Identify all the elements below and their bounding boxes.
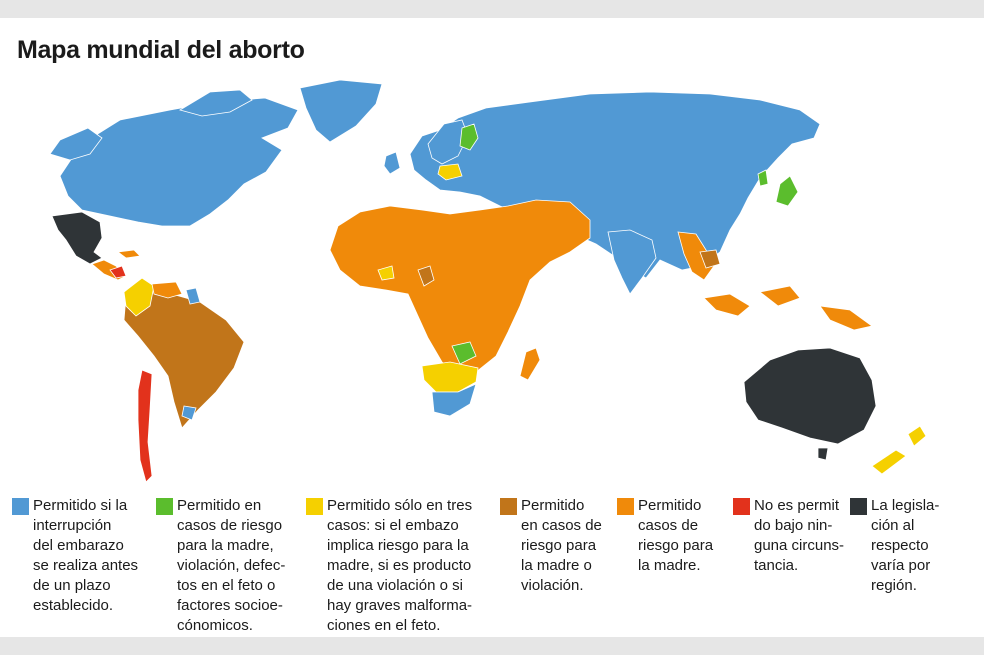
page-title: Mapa mundial del aborto bbox=[17, 36, 305, 64]
legend-item-red: No es permit do bajo nin- guna circuns- … bbox=[733, 496, 844, 576]
region-nicaragua bbox=[109, 265, 127, 279]
region-uk bbox=[383, 151, 401, 175]
region-colombia bbox=[123, 277, 155, 317]
swatch-orange bbox=[617, 498, 634, 515]
region-madagascar bbox=[519, 347, 541, 381]
region-southeast-asia bbox=[677, 231, 715, 281]
region-japan bbox=[775, 175, 799, 207]
region-india bbox=[607, 229, 657, 295]
swatch-brown bbox=[500, 498, 517, 515]
swatch-red bbox=[733, 498, 750, 515]
region-tasmania bbox=[817, 447, 829, 461]
region-southern-africa-yellow bbox=[421, 361, 479, 393]
region-japan-north bbox=[757, 169, 769, 187]
region-australia bbox=[743, 347, 877, 445]
legend-text: No es permit do bajo nin- guna circuns- … bbox=[754, 497, 845, 574]
region-zambia bbox=[451, 341, 477, 365]
region-west-africa-yellow bbox=[377, 265, 395, 281]
legend-text: Permitido en casos de riesgo para la mad… bbox=[521, 497, 602, 594]
legend-item-dark: La legisla- ción al respecto varía por r… bbox=[850, 496, 939, 596]
legend-text: Permitido en casos de riesgo para la mad… bbox=[177, 497, 286, 634]
legend-item-yellow: Permitido sólo en tres casos: si el emba… bbox=[306, 496, 472, 636]
region-africa-middle-east bbox=[329, 199, 591, 379]
legend-item-orange: Permitido casos de riesgo para la madre. bbox=[617, 496, 713, 576]
region-chile bbox=[137, 369, 153, 483]
region-north-america bbox=[59, 97, 299, 227]
region-poland bbox=[437, 163, 463, 181]
legend-item-brown: Permitido en casos de riesgo para la mad… bbox=[500, 496, 602, 596]
legend-text: La legisla- ción al respecto varía por r… bbox=[871, 497, 940, 594]
region-new-zealand bbox=[871, 425, 927, 475]
region-finland bbox=[459, 123, 479, 151]
region-greenland bbox=[299, 80, 383, 143]
region-canada-islands bbox=[178, 89, 253, 117]
region-south-america-brown bbox=[123, 285, 245, 429]
region-mexico bbox=[51, 211, 103, 265]
region-uruguay bbox=[181, 405, 197, 421]
region-alaska bbox=[49, 127, 103, 161]
world-map bbox=[49, 80, 927, 483]
region-venezuela bbox=[151, 281, 183, 299]
region-central-africa-brown bbox=[417, 265, 435, 287]
infographic-card: Mapa mundial del aborto bbox=[0, 18, 984, 637]
legend-item-green: Permitido en casos de riesgo para la mad… bbox=[156, 496, 285, 636]
region-cambodia bbox=[699, 249, 721, 269]
region-indonesia bbox=[703, 285, 873, 331]
region-south-africa bbox=[431, 383, 477, 417]
swatch-dark bbox=[850, 498, 867, 515]
legend-item-blue: Permitido si la interrupción del embaraz… bbox=[12, 496, 138, 616]
region-caribbean bbox=[116, 249, 141, 259]
legend-text: Permitido casos de riesgo para la madre. bbox=[638, 497, 714, 574]
legend-text: Permitido si la interrupción del embaraz… bbox=[33, 497, 139, 614]
swatch-yellow bbox=[306, 498, 323, 515]
swatch-blue bbox=[12, 498, 29, 515]
swatch-green bbox=[156, 498, 173, 515]
legend: Permitido si la interrupción del embaraz… bbox=[0, 496, 984, 636]
region-guyana bbox=[185, 287, 201, 305]
legend-text: Permitido sólo en tres casos: si el emba… bbox=[327, 497, 473, 634]
